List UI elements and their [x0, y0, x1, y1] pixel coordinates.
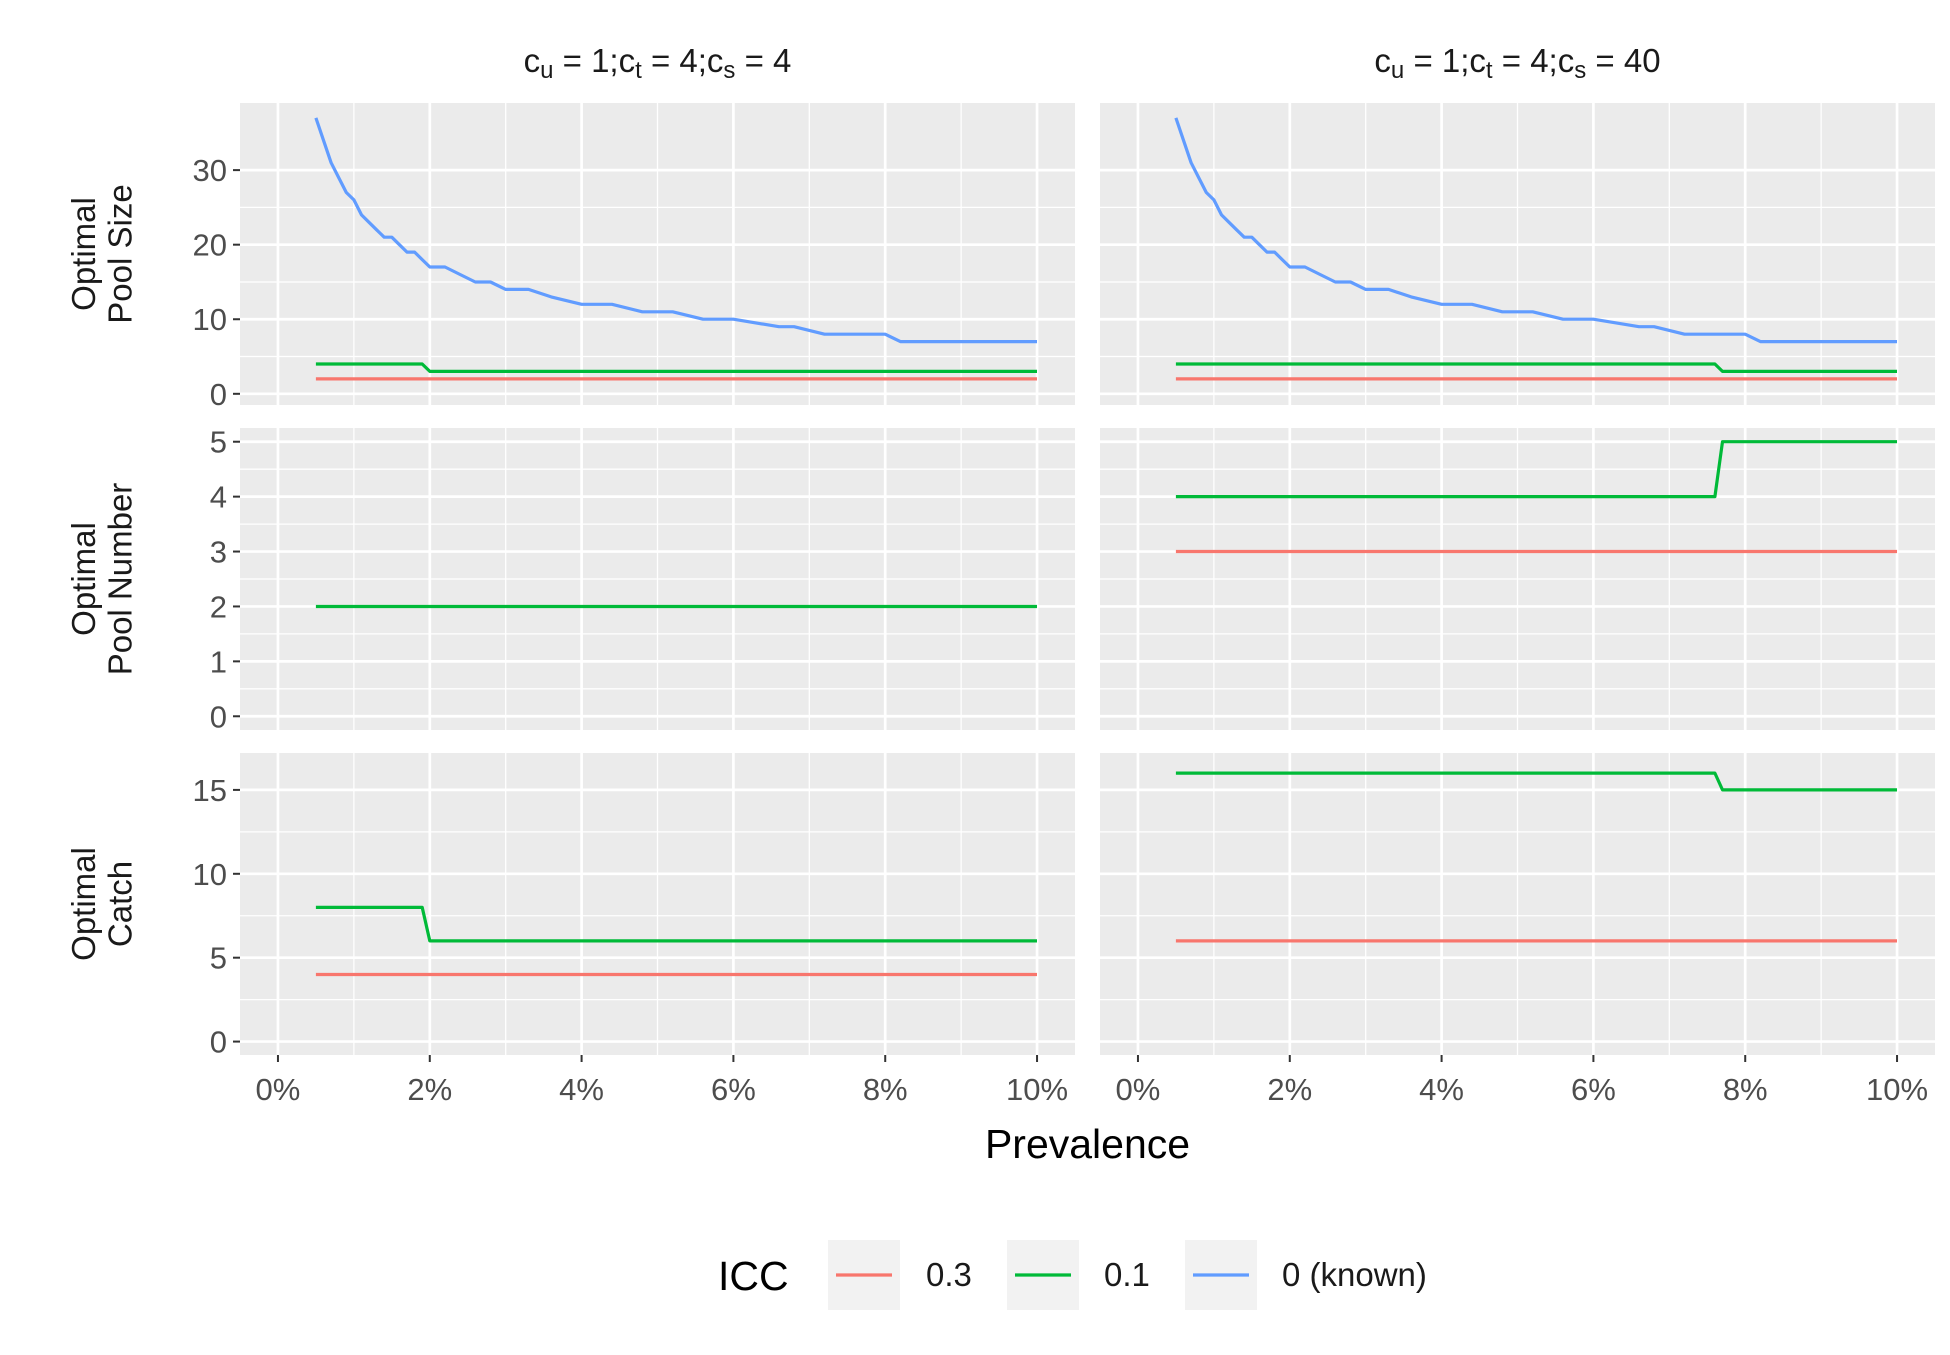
x-tick-label: 8%: [1723, 1072, 1768, 1107]
row-axis-label: OptimalPool Number: [65, 483, 138, 676]
y-tick-label: 30: [193, 153, 227, 188]
legend-title: ICC: [718, 1253, 789, 1299]
series-line-icc-0.1: [315, 362, 1037, 373]
series-line-icc-0.1: [1175, 440, 1897, 499]
y-tick-label: 20: [193, 228, 227, 263]
x-axis-title: Prevalence: [985, 1121, 1190, 1167]
legend-entry-label: 0.1: [1104, 1256, 1150, 1293]
x-tick-label: 6%: [711, 1072, 756, 1107]
facet-strip-label: cu = 1;ct = 4;cs = 4: [524, 42, 792, 84]
x-tick-label: 6%: [1571, 1072, 1616, 1107]
legend-entry-label: 0 (known): [1282, 1256, 1427, 1293]
series-line-icc-0-known-: [314, 117, 1037, 344]
y-tick-label: 5: [210, 425, 227, 460]
facet-strip-label: cu = 1;ct = 4;cs = 40: [1374, 42, 1660, 84]
x-tick-label: 10%: [1006, 1072, 1068, 1107]
series-line-icc-0-known-: [1174, 117, 1897, 344]
x-tick-label: 0%: [1116, 1072, 1161, 1107]
y-tick-label: 4: [210, 480, 227, 515]
row-axis-label: OptimalCatch: [65, 847, 138, 961]
y-tick-label: 15: [193, 773, 227, 808]
x-tick-label: 2%: [407, 1072, 452, 1107]
y-tick-label: 0: [210, 377, 227, 412]
series-line-icc-0.1: [1175, 362, 1897, 373]
x-tick-label: 2%: [1267, 1072, 1312, 1107]
y-tick-label: 2: [210, 589, 227, 624]
x-tick-label: 10%: [1866, 1072, 1928, 1107]
y-tick-label: 1: [210, 644, 227, 679]
row-axis-label: OptimalPool Size: [65, 184, 138, 323]
series-line-icc-0.1: [315, 905, 1037, 943]
y-tick-label: 0: [210, 1025, 227, 1060]
y-tick-label: 3: [210, 535, 227, 570]
y-tick-label: 10: [193, 857, 227, 892]
x-tick-label: 4%: [559, 1072, 604, 1107]
series-line-icc-0.1: [1175, 771, 1897, 792]
y-tick-label: 10: [193, 302, 227, 337]
legend-entry-label: 0.3: [926, 1256, 972, 1293]
y-tick-label: 0: [210, 699, 227, 734]
y-tick-label: 5: [210, 941, 227, 976]
x-tick-label: 8%: [863, 1072, 908, 1107]
x-tick-label: 0%: [256, 1072, 301, 1107]
x-tick-label: 4%: [1419, 1072, 1464, 1107]
